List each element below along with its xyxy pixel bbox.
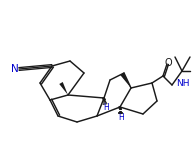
Polygon shape [59, 82, 68, 95]
Text: H: H [118, 113, 124, 122]
Text: O: O [164, 58, 172, 68]
Text: N: N [11, 64, 19, 74]
Text: H: H [103, 104, 109, 113]
Text: NH: NH [176, 79, 190, 88]
Polygon shape [120, 73, 131, 88]
